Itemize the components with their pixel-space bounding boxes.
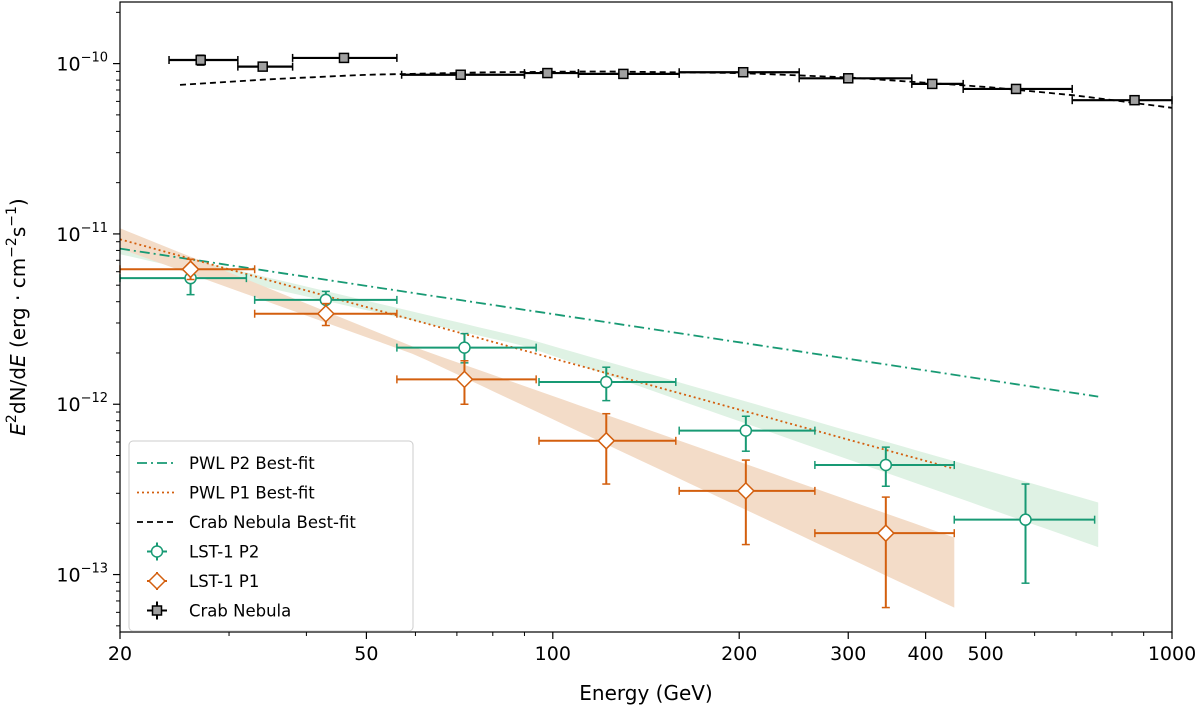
legend-entry: LST-1 P1 bbox=[147, 571, 259, 591]
legend: PWL P2 Best-fit PWL P1 Best-fit Crab Nebul… bbox=[128, 440, 414, 632]
x-tick-label: 400 bbox=[907, 643, 943, 665]
square-marker bbox=[257, 61, 268, 72]
x-tick-label: 50 bbox=[354, 643, 378, 665]
legend-circle-marker bbox=[150, 545, 164, 558]
square-marker bbox=[542, 67, 553, 79]
diamond-marker bbox=[455, 370, 474, 389]
x-tick-label: 200 bbox=[721, 643, 757, 665]
data-point bbox=[678, 415, 816, 452]
data-point bbox=[523, 67, 580, 79]
legend-square-marker bbox=[151, 605, 163, 616]
axes bbox=[119, 1, 1173, 633]
square-marker bbox=[338, 52, 350, 64]
legend-entry: PWL P1 Best-fit bbox=[137, 484, 315, 503]
circle-marker bbox=[739, 424, 753, 437]
data-point bbox=[538, 412, 677, 485]
legend-entry: LST-1 P2 bbox=[147, 542, 259, 562]
data-point bbox=[237, 61, 294, 72]
legend-label: PWL P1 Best-fit bbox=[189, 484, 315, 503]
y-tick-label: 10−10 bbox=[56, 51, 108, 76]
data-point bbox=[168, 54, 239, 66]
square-marker bbox=[618, 68, 629, 80]
data-point bbox=[678, 66, 800, 78]
data-point bbox=[911, 78, 964, 90]
square-marker bbox=[195, 54, 206, 66]
square-marker bbox=[455, 69, 466, 81]
y-tick-label: 10−11 bbox=[56, 221, 108, 246]
fit-line-crab-nebula-best-fit bbox=[179, 70, 1172, 109]
fit-lines bbox=[120, 70, 1172, 470]
legend-diamond-marker bbox=[147, 571, 167, 591]
data-point bbox=[396, 360, 537, 405]
diamond-marker bbox=[181, 260, 200, 279]
legend-box bbox=[128, 440, 414, 632]
x-tick-label: 1000 bbox=[1148, 643, 1196, 665]
square-marker bbox=[926, 78, 938, 90]
diamond-marker bbox=[736, 481, 755, 500]
x-tick-label: 20 bbox=[108, 643, 132, 665]
y-axis-label: E2dN/dE (erg · cm−2s−1) bbox=[4, 198, 30, 435]
confidence-band-1 bbox=[120, 228, 955, 608]
circle-marker bbox=[1019, 513, 1032, 526]
data-points bbox=[119, 52, 1173, 609]
square-marker bbox=[737, 66, 749, 78]
legend-label: LST-1 P2 bbox=[189, 543, 259, 562]
square-marker bbox=[1010, 83, 1022, 95]
x-tick-label: 500 bbox=[967, 643, 1003, 665]
data-point bbox=[253, 302, 398, 327]
x-tick-label: 100 bbox=[535, 643, 571, 665]
square-marker bbox=[1129, 94, 1140, 106]
diamond-marker bbox=[876, 524, 895, 543]
y-axis-ticks: 10−10 10−11 10−12 10−13 bbox=[56, 11, 120, 627]
circle-marker bbox=[600, 375, 613, 389]
diamond-marker bbox=[597, 431, 616, 450]
data-point bbox=[400, 69, 526, 81]
plot-frame bbox=[119, 1, 1173, 633]
legend-label: PWL P2 Best-fit bbox=[189, 454, 315, 473]
legend-label: Crab Nebula bbox=[189, 602, 291, 621]
x-axis-label: Energy (GeV) bbox=[579, 681, 712, 705]
data-point bbox=[814, 496, 956, 609]
x-axis-ticks: 20 50 100 200 300 400 500 1000 bbox=[108, 632, 1196, 665]
data-point bbox=[962, 83, 1073, 95]
data-point bbox=[291, 52, 398, 64]
square-marker bbox=[842, 73, 854, 84]
x-tick-label: 300 bbox=[830, 643, 866, 665]
legend-label: LST-1 P1 bbox=[189, 572, 259, 591]
legend-entry: PWL P2 Best-fit bbox=[137, 454, 315, 473]
legend-entry: Crab Nebula Best-fit bbox=[137, 513, 356, 532]
legend-label: Crab Nebula Best-fit bbox=[189, 513, 356, 532]
y-tick-label: 10−12 bbox=[56, 391, 108, 416]
data-point bbox=[538, 366, 677, 402]
data-point bbox=[396, 332, 537, 364]
fit-line-pwl-p2-best-fit bbox=[120, 247, 1099, 398]
confidence-bands bbox=[120, 228, 1099, 608]
circle-marker bbox=[458, 341, 471, 354]
data-point bbox=[953, 483, 1096, 584]
data-point bbox=[1071, 94, 1173, 106]
diamond-marker bbox=[316, 304, 335, 323]
data-point bbox=[678, 459, 816, 546]
legend-entry: Crab Nebula bbox=[147, 601, 291, 621]
circle-marker bbox=[879, 458, 893, 472]
y-tick-label: 10−13 bbox=[56, 562, 108, 587]
data-point bbox=[577, 68, 680, 80]
data-point bbox=[814, 446, 956, 487]
data-point bbox=[798, 73, 913, 84]
